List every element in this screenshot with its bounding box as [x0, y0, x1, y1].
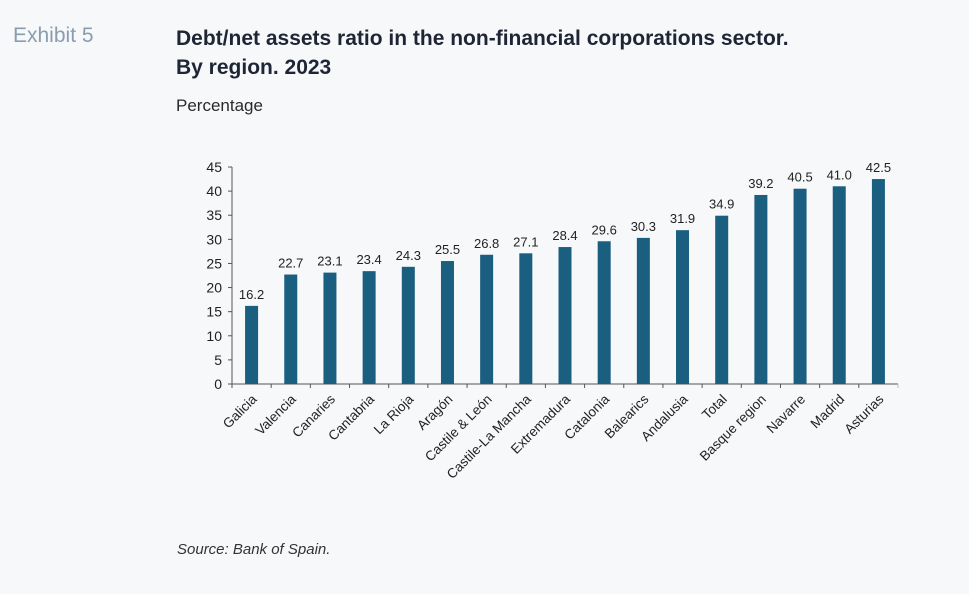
bar: [480, 254, 494, 384]
data-label: 30.3: [631, 219, 656, 234]
bar: [871, 179, 885, 384]
bar: [636, 237, 650, 384]
bar: [284, 274, 298, 384]
y-tick-label: 40: [206, 183, 222, 199]
category-label: Navarre: [764, 392, 809, 437]
y-tick-label: 25: [206, 255, 222, 271]
data-label: 27.1: [513, 234, 538, 249]
data-label: 41.0: [827, 167, 852, 182]
bar: [362, 271, 376, 384]
bars: [245, 179, 885, 384]
bar: [676, 230, 690, 384]
bar: [245, 305, 259, 384]
y-tick-label: 10: [206, 328, 222, 344]
y-tick-label: 15: [206, 304, 222, 320]
bar: [715, 215, 729, 384]
y-tick-label: 35: [206, 207, 222, 223]
data-label: 24.3: [396, 248, 421, 263]
source-note: Source: Bank of Spain.: [177, 541, 331, 558]
chart-subtitle: Percentage: [176, 96, 263, 115]
y-tick-label: 20: [206, 280, 222, 296]
chart-title: Debt/net assets ratio in the non-financi…: [176, 24, 956, 82]
data-labels: 16.2 22.7 23.1 23.4 24.3 25.5 26.8 27.1 28.4 29.6…: [239, 160, 891, 302]
bar: [793, 188, 807, 384]
y-axis: 0 5 10 15 20 25 30 35 40 45: [206, 159, 233, 392]
data-label: 22.7: [278, 256, 303, 271]
y-tick-label: 0: [214, 376, 222, 392]
data-label: 34.9: [709, 197, 734, 212]
bar: [401, 266, 415, 384]
category-label: Total: [699, 392, 730, 423]
y-tick-label: 30: [206, 231, 222, 247]
bar: [323, 272, 337, 384]
data-label: 23.4: [356, 252, 381, 267]
data-label: 42.5: [866, 160, 891, 175]
bar: [832, 186, 846, 384]
category-label: La Rioja: [371, 391, 417, 437]
bar: [558, 247, 572, 384]
y-tick-label: 5: [214, 352, 222, 368]
data-label: 16.2: [239, 287, 264, 302]
chart-title-line-2: By region. 2023: [176, 56, 332, 79]
data-label: 29.6: [592, 222, 617, 237]
x-axis: [228, 383, 899, 388]
category-label: Asturias: [841, 391, 886, 436]
bar: [519, 253, 533, 384]
data-label: 39.2: [748, 176, 773, 191]
data-label: 26.8: [474, 236, 499, 251]
bar: [440, 261, 454, 384]
data-label: 28.4: [552, 228, 577, 243]
data-label: 23.1: [317, 254, 342, 269]
bar: [597, 241, 611, 384]
y-tick-label: 45: [206, 159, 222, 175]
data-label: 40.5: [787, 170, 812, 185]
exhibit-number: Exhibit 5: [13, 24, 94, 47]
data-label: 31.9: [670, 211, 695, 226]
bar: [754, 194, 768, 384]
data-label: 25.5: [435, 242, 460, 257]
chart-title-line-1: Debt/net assets ratio in the non-financi…: [176, 27, 789, 50]
